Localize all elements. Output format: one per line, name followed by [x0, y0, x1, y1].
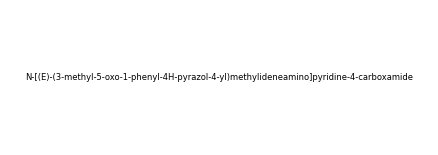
Text: N-[(E)-(3-methyl-5-oxo-1-phenyl-4H-pyrazol-4-yl)methylideneamino]pyridine-4-carb: N-[(E)-(3-methyl-5-oxo-1-phenyl-4H-pyraz… — [25, 73, 413, 82]
